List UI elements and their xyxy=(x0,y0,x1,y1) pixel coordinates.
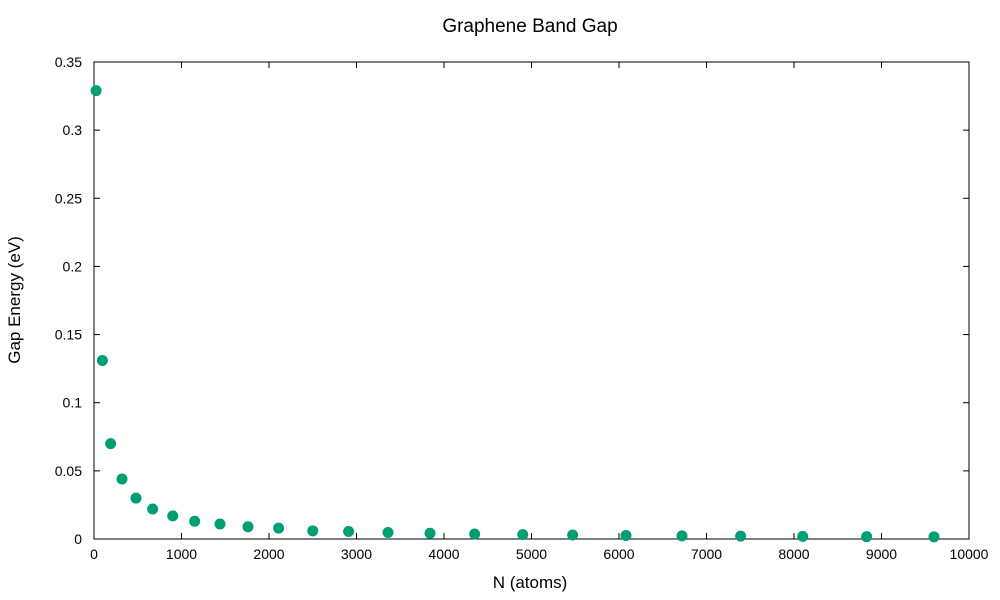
data-point xyxy=(273,522,285,534)
x-tick-label: 6000 xyxy=(603,546,634,562)
data-point xyxy=(242,521,254,533)
chart-title: Graphene Band Gap xyxy=(442,16,617,37)
y-axis-label: Gap Energy (eV) xyxy=(5,236,24,364)
data-point xyxy=(90,85,102,97)
data-point xyxy=(307,525,319,537)
data-point xyxy=(861,531,873,543)
data-point xyxy=(189,515,201,527)
y-tick-label: 0.2 xyxy=(63,258,83,274)
x-tick-label: 8000 xyxy=(778,546,809,562)
y-tick-label: 0.3 xyxy=(63,122,83,138)
data-points xyxy=(90,85,940,543)
x-tick-label: 10000 xyxy=(950,546,989,562)
data-point xyxy=(105,438,117,450)
x-tick-label: 5000 xyxy=(516,546,547,562)
y-tick-label: 0 xyxy=(74,531,82,547)
x-tick-label: 4000 xyxy=(428,546,459,562)
data-point xyxy=(676,530,688,542)
data-point xyxy=(96,354,108,366)
data-point xyxy=(214,518,226,530)
x-tick-label: 9000 xyxy=(866,546,897,562)
data-point xyxy=(167,510,179,522)
x-tick-label: 3000 xyxy=(341,546,372,562)
data-point xyxy=(343,526,355,538)
data-point xyxy=(620,529,632,541)
x-axis: 0 1000 2000 3000 4000 5000 6000 7000 8000 9000 100… xyxy=(90,62,989,562)
data-point xyxy=(735,530,747,542)
data-point xyxy=(928,531,940,543)
data-point xyxy=(517,529,529,541)
data-point xyxy=(567,529,579,541)
data-point xyxy=(382,526,394,538)
x-tick-label: 2000 xyxy=(253,546,284,562)
x-tick-label: 1000 xyxy=(166,546,197,562)
y-axis: 0 0.05 0.1 0.15 0.2 0.25 0.3 0.35 xyxy=(55,54,969,547)
data-point xyxy=(469,528,481,540)
x-tick-label: 0 xyxy=(90,546,98,562)
x-axis-label: N (atoms) xyxy=(493,573,568,592)
y-tick-label: 0.05 xyxy=(55,463,82,479)
data-point xyxy=(130,492,142,504)
y-tick-label: 0.1 xyxy=(63,395,83,411)
y-tick-label: 0.25 xyxy=(55,190,82,206)
data-point xyxy=(147,503,159,515)
x-tick-label: 7000 xyxy=(691,546,722,562)
data-point xyxy=(424,527,436,539)
y-tick-label: 0.35 xyxy=(55,54,82,70)
y-tick-label: 0.15 xyxy=(55,327,82,343)
data-point xyxy=(116,473,128,485)
data-point xyxy=(797,530,809,542)
